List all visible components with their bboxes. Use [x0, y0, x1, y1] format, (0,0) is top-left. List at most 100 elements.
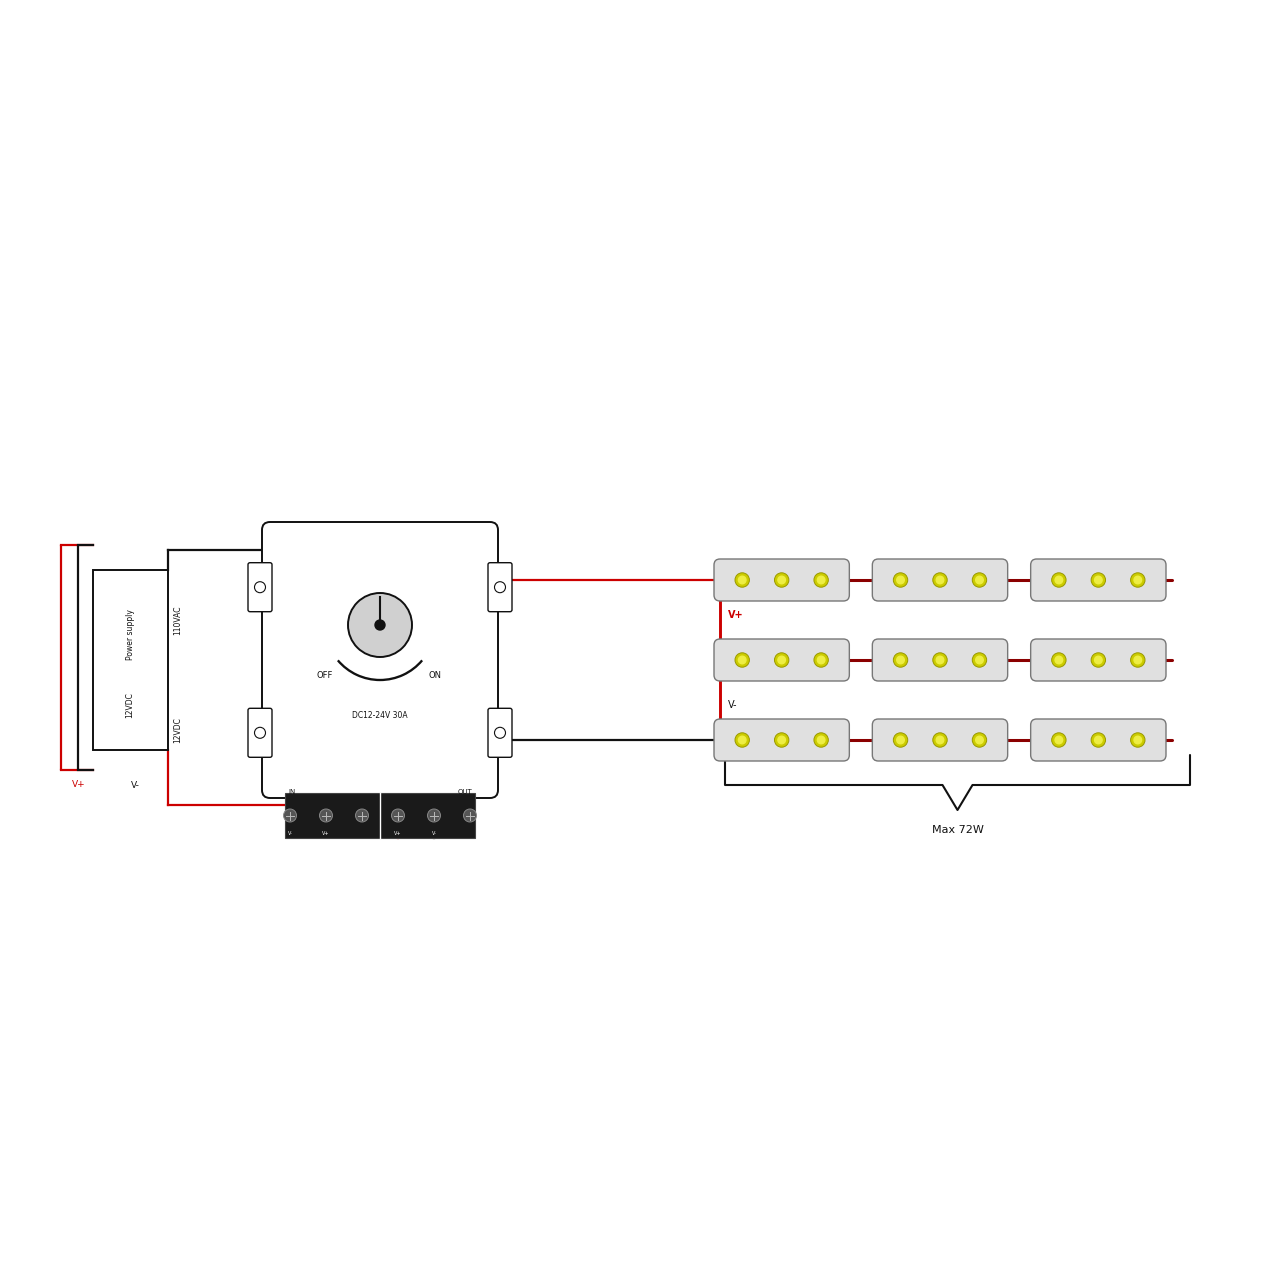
Text: 110VAC: 110VAC	[174, 605, 183, 635]
Text: DC12-24V 30A: DC12-24V 30A	[352, 710, 408, 719]
Circle shape	[1055, 736, 1062, 744]
FancyBboxPatch shape	[714, 639, 850, 681]
Circle shape	[778, 736, 786, 744]
Circle shape	[774, 732, 788, 748]
Circle shape	[1134, 657, 1142, 664]
Circle shape	[1091, 732, 1106, 748]
FancyBboxPatch shape	[873, 639, 1007, 681]
FancyBboxPatch shape	[714, 559, 850, 602]
Circle shape	[1055, 657, 1062, 664]
Circle shape	[818, 657, 824, 664]
Circle shape	[283, 809, 297, 822]
FancyBboxPatch shape	[285, 794, 475, 838]
Text: OUT: OUT	[457, 788, 472, 795]
FancyBboxPatch shape	[248, 563, 273, 612]
Circle shape	[1091, 573, 1106, 588]
Text: V+: V+	[728, 611, 744, 620]
Circle shape	[778, 657, 786, 664]
Circle shape	[897, 736, 905, 744]
Circle shape	[936, 657, 943, 664]
FancyBboxPatch shape	[1030, 559, 1166, 602]
Circle shape	[818, 736, 824, 744]
Circle shape	[975, 576, 983, 584]
Text: ON: ON	[429, 671, 442, 680]
Circle shape	[1094, 576, 1102, 584]
Circle shape	[814, 653, 828, 667]
Circle shape	[893, 653, 908, 667]
Circle shape	[774, 653, 788, 667]
Circle shape	[818, 576, 824, 584]
Circle shape	[778, 576, 786, 584]
Circle shape	[774, 573, 788, 588]
Circle shape	[392, 809, 404, 822]
FancyBboxPatch shape	[873, 719, 1007, 762]
Circle shape	[739, 657, 746, 664]
Circle shape	[428, 809, 440, 822]
Text: 12VDC: 12VDC	[174, 717, 183, 742]
Circle shape	[1134, 576, 1142, 584]
Circle shape	[1052, 653, 1066, 667]
Circle shape	[1130, 653, 1146, 667]
Circle shape	[933, 573, 947, 588]
Circle shape	[1130, 732, 1146, 748]
Circle shape	[975, 736, 983, 744]
Text: V-: V-	[288, 831, 292, 836]
Text: OFF: OFF	[317, 671, 333, 680]
Circle shape	[973, 732, 987, 748]
Circle shape	[893, 732, 908, 748]
Circle shape	[973, 653, 987, 667]
Circle shape	[893, 573, 908, 588]
Circle shape	[973, 573, 987, 588]
Text: V+: V+	[323, 831, 330, 836]
Circle shape	[933, 653, 947, 667]
Text: V-: V-	[131, 781, 140, 790]
FancyBboxPatch shape	[1030, 639, 1166, 681]
Circle shape	[494, 727, 506, 739]
Circle shape	[735, 732, 749, 748]
Text: Power supply: Power supply	[125, 609, 134, 660]
Circle shape	[494, 581, 506, 593]
Circle shape	[348, 593, 412, 657]
Circle shape	[936, 736, 943, 744]
FancyBboxPatch shape	[248, 708, 273, 758]
FancyBboxPatch shape	[714, 719, 850, 762]
Circle shape	[735, 653, 749, 667]
Circle shape	[1091, 653, 1106, 667]
Circle shape	[897, 657, 905, 664]
Circle shape	[375, 620, 385, 630]
Circle shape	[739, 736, 746, 744]
Circle shape	[1094, 736, 1102, 744]
FancyBboxPatch shape	[92, 570, 168, 750]
Text: 12VDC: 12VDC	[125, 692, 134, 718]
Text: IN: IN	[288, 788, 296, 795]
Text: V+: V+	[394, 831, 402, 836]
Circle shape	[735, 573, 749, 588]
Circle shape	[1134, 736, 1142, 744]
Text: V-: V-	[728, 700, 737, 710]
Text: Max 72W: Max 72W	[932, 826, 983, 835]
FancyBboxPatch shape	[262, 522, 498, 797]
Circle shape	[463, 809, 476, 822]
FancyBboxPatch shape	[488, 708, 512, 758]
Text: V-: V-	[431, 831, 436, 836]
Circle shape	[356, 809, 369, 822]
Circle shape	[1055, 576, 1062, 584]
Circle shape	[933, 732, 947, 748]
Circle shape	[1052, 573, 1066, 588]
FancyBboxPatch shape	[488, 563, 512, 612]
Circle shape	[1130, 573, 1146, 588]
Circle shape	[975, 657, 983, 664]
Circle shape	[255, 581, 265, 593]
Circle shape	[897, 576, 905, 584]
Circle shape	[739, 576, 746, 584]
Circle shape	[936, 576, 943, 584]
Circle shape	[320, 809, 333, 822]
Circle shape	[255, 727, 265, 739]
FancyBboxPatch shape	[873, 559, 1007, 602]
FancyBboxPatch shape	[1030, 719, 1166, 762]
Circle shape	[1052, 732, 1066, 748]
Circle shape	[1094, 657, 1102, 664]
Circle shape	[814, 573, 828, 588]
Text: V+: V+	[72, 780, 86, 788]
Circle shape	[814, 732, 828, 748]
